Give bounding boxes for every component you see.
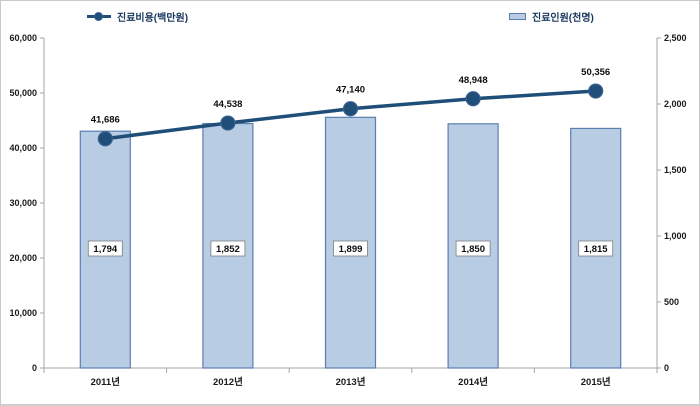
line-marker-2015년 [588, 83, 604, 99]
right-axis-tick-label: 1,000 [664, 231, 687, 241]
bar-value-label-box [87, 240, 123, 257]
right-axis-tick-label: 1,500 [664, 165, 687, 175]
x-axis-category-label: 2012년 [213, 376, 243, 388]
x-axis-category-label: 2011년 [91, 376, 120, 388]
bar-value-label: 1,899 [339, 244, 363, 255]
x-axis-category-label: 2014년 [458, 376, 488, 388]
right-axis-tick-label: 2,000 [664, 99, 687, 109]
line-value-label: 41,686 [91, 115, 120, 126]
line-swatch-marker [94, 11, 103, 21]
legend-item-line: 진료비용(백만원) [87, 8, 188, 24]
left-axis-tick-label: 50,000 [9, 88, 37, 98]
line-marker-2012년 [220, 115, 236, 131]
bar-value-label-box [578, 240, 614, 257]
bar-value-label-box [455, 240, 491, 257]
legend-label-line: 진료비용(백만원) [117, 12, 189, 24]
left-axis-tick-label: 0 [32, 363, 37, 373]
bar-value-label-box [210, 240, 246, 257]
bar-value-label-box [333, 240, 368, 257]
left-axis-tick-label: 20,000 [9, 253, 37, 263]
left-axis-tick-label: 30,000 [9, 198, 37, 208]
line-marker-2011년 [97, 131, 113, 147]
line-marker-2014년 [465, 91, 481, 107]
line-value-label: 48,948 [459, 75, 488, 86]
line-series-icon [87, 11, 111, 21]
legend-item-bar: 진료인원(천명) [509, 8, 594, 24]
bar-series-icon [509, 12, 526, 20]
right-axis-tick-label: 2,500 [664, 33, 687, 43]
line-value-label: 50,356 [581, 67, 610, 78]
left-axis-tick-label: 10,000 [9, 308, 37, 318]
left-axis-tick-label: 40,000 [9, 143, 37, 153]
x-axis-category-label: 2013년 [336, 376, 366, 388]
legend-label-bar: 진료인원(천명) [532, 12, 594, 24]
right-axis-tick-label: 500 [664, 297, 679, 307]
line-value-label: 44,538 [213, 99, 242, 110]
right-axis-tick-label: 0 [664, 363, 669, 373]
bar-value-label: 1,850 [461, 244, 485, 255]
bar-value-label: 1,815 [584, 244, 608, 255]
left-axis-tick-label: 60,000 [9, 33, 37, 43]
bar-value-label: 1,852 [216, 244, 240, 255]
line-marker-2013년 [342, 101, 359, 117]
bar-value-label: 1,794 [93, 244, 117, 255]
line-value-label: 47,140 [336, 85, 365, 96]
x-axis-category-label: 2015년 [581, 376, 611, 388]
